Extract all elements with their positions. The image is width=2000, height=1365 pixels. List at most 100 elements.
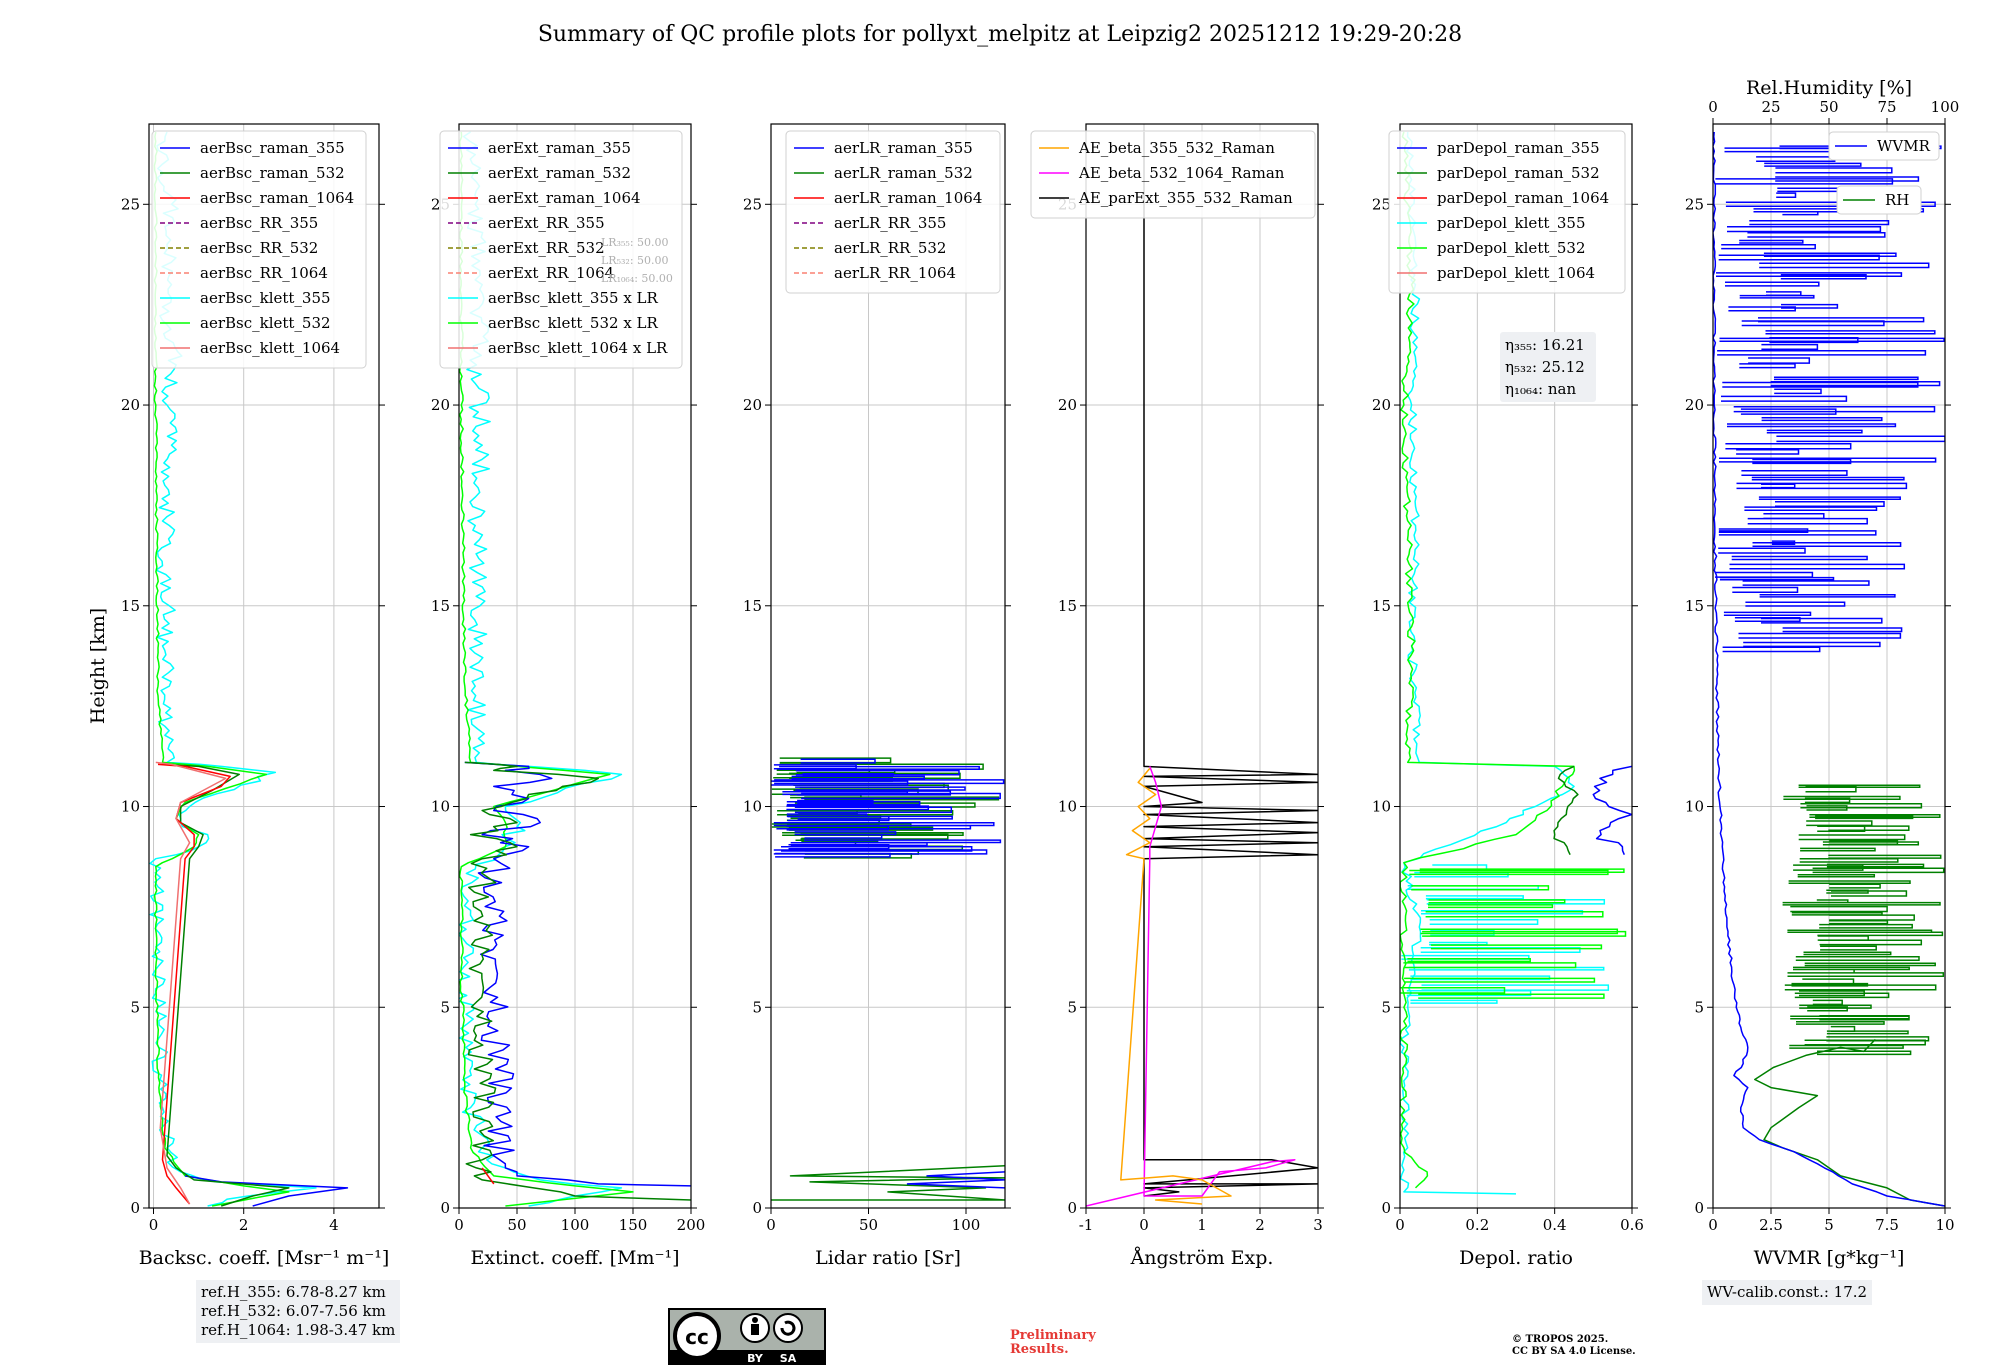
series-aerLR_raman_355_low	[906, 1171, 1005, 1189]
legend-label: WVMR	[1877, 137, 1931, 155]
ref-h-355: ref.H_355: 6.78-8.27 km	[201, 1283, 386, 1301]
series-aerExt_raman_355	[464, 761, 691, 1187]
y-tick-label: 15	[121, 597, 140, 615]
wv-calib-box: WV-calib.const.: 17.2	[1702, 1280, 1873, 1305]
x-axis-label: Lidar ratio [Sr]	[815, 1247, 961, 1269]
eta-label: η₁₀₆₄: nan	[1505, 380, 1576, 398]
axes-frame	[1399, 123, 1633, 1209]
preliminary-line-1: Preliminary	[1010, 1328, 1096, 1343]
legend-label: aerBsc_RR_1064	[200, 264, 328, 282]
legend-label: parDepol_raman_355	[1437, 139, 1600, 157]
legend: aerExt_raman_355 aerExt_raman_532 aerExt_r…	[439, 130, 683, 369]
top-x-tick-label: 100	[1931, 98, 1960, 116]
y-tick-label: 10	[1058, 798, 1077, 816]
lr-label: LR₅₃₂: 50.00	[601, 254, 669, 267]
y-tick-label: 0	[1381, 1199, 1391, 1217]
x-tick-label: 50	[507, 1216, 526, 1234]
legend-label: parDepol_raman_1064	[1437, 189, 1609, 207]
y-tick-label: 25	[121, 195, 140, 213]
ref-h-1064: ref.H_1064: 1.98-3.47 km	[201, 1321, 396, 1339]
y-tick-label: 5	[1694, 998, 1704, 1016]
legend-box	[439, 130, 683, 369]
legend-label: parDepol_klett_355	[1437, 214, 1586, 232]
panel-backscatter: 0 2 4 0 5 10 15 20 25 Backsc. coeff. [Msr⁻¹ m⁻¹] H…	[87, 123, 390, 1269]
x-tick-label: 1	[1197, 1216, 1207, 1234]
x-axis-label: Extinct. coeff. [Mm⁻¹]	[470, 1247, 679, 1269]
preliminary-results-label: Preliminary Results.	[1010, 1329, 1096, 1357]
y-tick-label: 20	[1372, 396, 1391, 414]
y-tick-label: 0	[440, 1199, 450, 1217]
legend: WVMR RH	[1828, 131, 1940, 215]
axes-frame	[148, 123, 380, 1209]
legend-label: parDepol_klett_1064	[1437, 264, 1595, 282]
x-tick-label: 0	[1708, 1216, 1718, 1234]
series-aerBsc_klett_1064	[155, 761, 227, 1205]
x-tick-label: 10	[1935, 1216, 1954, 1234]
x-tick-label: 200	[677, 1216, 706, 1234]
x-tick-label: 50	[859, 1216, 878, 1234]
reference-height-box: ref.H_355: 6.78-8.27 km ref.H_532: 6.07-…	[196, 1280, 401, 1343]
legend-label: AE_beta_355_532_Raman	[1078, 139, 1275, 157]
legend-label: aerExt_raman_532	[488, 164, 631, 182]
figure-title: Summary of QC profile plots for pollyxt_…	[537, 22, 1463, 47]
x-tick-label: 2.5	[1759, 1216, 1783, 1234]
series-aerExt_raman_1064	[481, 1167, 495, 1185]
y-tick-label: 25	[1685, 195, 1704, 213]
legend-label: parDepol_klett_532	[1437, 239, 1586, 257]
y-tick-label: 5	[130, 998, 140, 1016]
y-axis-label: Height [km]	[87, 608, 109, 724]
y-tick-label: 10	[121, 798, 140, 816]
y-tick-label: 10	[1685, 798, 1704, 816]
legend-label: aerBsc_klett_355 x LR	[488, 289, 659, 307]
legend-label: aerExt_raman_1064	[488, 189, 641, 207]
top-x-tick-label: 75	[1877, 98, 1896, 116]
preliminary-line-2: Results.	[1010, 1342, 1069, 1357]
x-tick-label: 0	[454, 1216, 464, 1234]
x-tick-label: 2	[1255, 1216, 1265, 1234]
legend-box	[151, 130, 367, 369]
y-tick-label: 0	[1694, 1199, 1704, 1217]
x-tick-label: 0	[1139, 1216, 1149, 1234]
x-axis-label: Depol. ratio	[1459, 1247, 1573, 1269]
legend-label: AE_parExt_355_532_Raman	[1078, 189, 1293, 207]
top-x-tick-label: 50	[1819, 98, 1838, 116]
series-parDepol_raman_532	[1553, 765, 1579, 856]
x-tick-label: 4	[329, 1216, 339, 1234]
legend-label: aerBsc_RR_532	[200, 239, 318, 257]
y-tick-label: 10	[1372, 798, 1391, 816]
cc-by-label: BY	[747, 1352, 764, 1365]
y-tick-label: 20	[431, 396, 450, 414]
cc-by-sa-badge: cc BY SA	[668, 1308, 826, 1365]
legend-label: aerBsc_klett_1064 x LR	[488, 339, 668, 357]
series-aerBsc_raman_1064	[157, 763, 231, 1205]
eta-box	[1500, 332, 1596, 402]
top-x-tick-label: 25	[1761, 98, 1780, 116]
y-tick-label: 0	[1067, 1199, 1077, 1217]
ref-h-532: ref.H_532: 6.07-7.56 km	[201, 1302, 386, 1320]
series-aerLR_raman_532_low	[771, 1165, 1005, 1201]
series-group	[1713, 131, 1945, 1207]
y-tick-label: 0	[130, 1199, 140, 1217]
legend: aerLR_raman_355 aerLR_raman_532 aerLR_rama…	[785, 130, 1001, 294]
y-tick-label: 10	[431, 798, 450, 816]
legend-label: aerLR_RR_1064	[834, 264, 956, 282]
legend-label: aerBsc_klett_355	[200, 289, 331, 307]
y-tick-label: 20	[743, 396, 762, 414]
legend-label: aerLR_raman_532	[834, 164, 973, 182]
series-aerBsc_raman_355	[184, 1175, 349, 1207]
legend: parDepol_raman_355 parDepol_raman_532 parD…	[1388, 130, 1626, 294]
legend-label: aerBsc_raman_1064	[200, 189, 354, 207]
x-tick-label: 5	[1824, 1216, 1834, 1234]
x-tick-label: 0.2	[1465, 1216, 1489, 1234]
x-axis-label: Backsc. coeff. [Msr⁻¹ m⁻¹]	[139, 1247, 390, 1269]
y-tick-label: 20	[1058, 396, 1077, 414]
series-aerExt_raman_532	[464, 761, 691, 1201]
legend-label: parDepol_raman_532	[1437, 164, 1600, 182]
y-tick-label: 15	[1058, 597, 1077, 615]
legend-box	[1388, 130, 1626, 294]
series-AE_beta_355_532_Raman	[1120, 767, 1232, 1205]
series-WVMR_spikes	[1715, 145, 1945, 653]
legend-label: aerBsc_klett_532	[200, 314, 331, 332]
y-tick-label: 5	[1067, 998, 1077, 1016]
